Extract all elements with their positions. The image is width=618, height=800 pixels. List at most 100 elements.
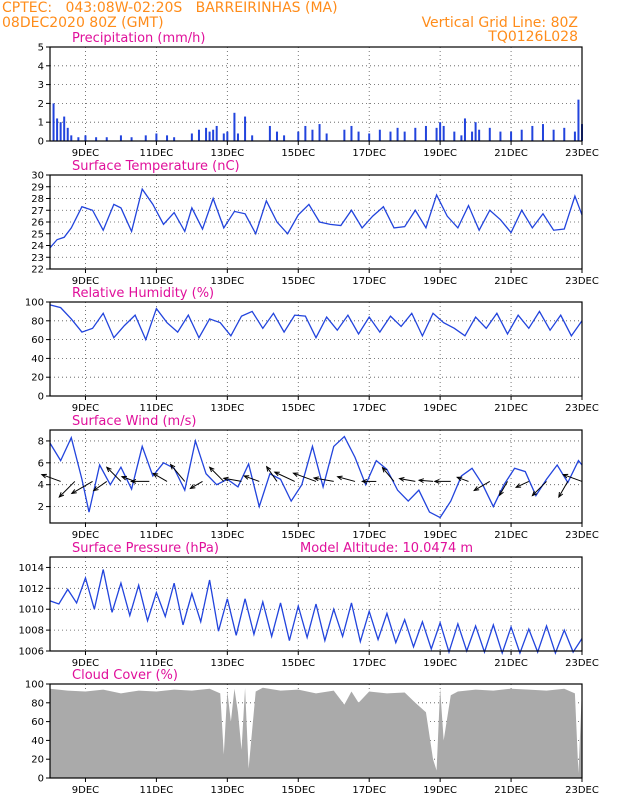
wind-vector: [223, 477, 242, 482]
precip-ytick-label: 1: [38, 118, 44, 129]
precip-bar: [63, 116, 66, 141]
precip-bar: [222, 133, 225, 141]
wind-vector: [473, 480, 491, 491]
wind-vector: [266, 466, 278, 482]
cloud-title: Cloud Cover (%): [72, 668, 178, 683]
wind-vector: [457, 476, 469, 482]
cloud-ytick-label: 100: [25, 680, 44, 691]
temp-ytick-label: 29: [31, 182, 44, 193]
precip-title: Precipitation (mm/h): [72, 31, 205, 46]
rh-ytick-label: 60: [31, 335, 44, 346]
wind-vector-head: [208, 466, 215, 473]
pressure-ytick-label: 1014: [19, 563, 44, 574]
precip-bar: [105, 137, 108, 141]
precip-ytick-label: 5: [38, 43, 44, 54]
rh-xtick-label: 9DEC: [72, 403, 99, 414]
wind-vector-head: [456, 476, 463, 482]
pressure-annotation: Model Altitude: 10.0474 m: [300, 541, 473, 556]
cloud-ytick-label: 40: [31, 736, 44, 747]
rh-xtick-label: 15DEC: [281, 403, 315, 414]
rh-xtick-label: 17DEC: [352, 403, 386, 414]
wind-xtick-label: 15DEC: [281, 530, 315, 541]
precip-ytick-label: 4: [38, 61, 44, 72]
precip-bar: [368, 133, 371, 141]
precip-bar: [205, 127, 208, 141]
wind-vector: [58, 481, 76, 498]
precip-bar: [357, 131, 360, 141]
precip-bar: [244, 116, 247, 141]
wind-vector: [419, 479, 434, 482]
precip-ytick-label: 2: [38, 99, 44, 110]
precip-bar: [166, 135, 169, 141]
cloud-xtick-label: 21DEC: [494, 785, 528, 796]
temp-ytick-label: 27: [31, 206, 44, 217]
wind-vector: [244, 475, 260, 482]
rh-xtick-label: 21DEC: [494, 403, 528, 414]
wind-vector-head: [243, 475, 250, 480]
precip-bar: [439, 122, 442, 141]
precip-bar: [325, 133, 328, 141]
wind-vector: [399, 478, 416, 482]
precip-bar: [343, 129, 346, 141]
wind-vector-head: [398, 477, 405, 482]
precip-bar: [155, 133, 158, 141]
wind-vector: [274, 471, 295, 482]
wind-xtick-label: 17DEC: [352, 530, 386, 541]
precip-bar: [414, 127, 417, 141]
precip-xtick-label: 23DEC: [565, 148, 599, 159]
cloud-xtick-label: 15DEC: [281, 785, 315, 796]
temp-ytick-label: 26: [31, 218, 44, 229]
precip-bar: [552, 129, 555, 141]
temp-ytick-label: 28: [31, 194, 44, 205]
precip-xtick-label: 21DEC: [494, 148, 528, 159]
wind-vector-head: [40, 473, 47, 479]
panel-rh: Relative Humidity (%) 0 20 40 60 80 100 9DEC 11D…: [25, 286, 599, 414]
wind-frame: [49, 429, 583, 524]
precip-frame: [49, 46, 583, 142]
wind-vector-head: [473, 486, 480, 492]
header-grid-line: Vertical Grid Line: 80Z: [422, 15, 578, 31]
precip-bar: [577, 99, 580, 141]
wind-xtick-label: 21DEC: [494, 530, 528, 541]
wind-xtick-label: 9DEC: [72, 530, 99, 541]
rh-frame: [49, 301, 583, 397]
precip-bar: [403, 131, 406, 141]
wind-vector-head: [514, 483, 522, 488]
wind-vector: [532, 481, 547, 496]
cloud-ytick-label: 80: [31, 698, 44, 709]
precip-bar: [520, 129, 523, 141]
precip-bar: [488, 127, 491, 141]
precip-bar: [215, 125, 218, 141]
wind-vector: [93, 481, 108, 492]
precip-bar: [463, 118, 466, 141]
wind-vector: [209, 466, 225, 482]
temp-series-line: [49, 187, 583, 249]
cloud-xtick-label: 11DEC: [140, 785, 174, 796]
header-date: 08DEC2020 80Z (GMT): [2, 15, 164, 31]
panel-pressure: Surface Pressure (hPa) Model Altitude: 10…: [19, 541, 599, 669]
precip-xtick-label: 17DEC: [352, 148, 386, 159]
wind-vector-head: [169, 463, 176, 470]
wind-vector: [563, 474, 583, 482]
pressure-xtick-label: 9DEC: [72, 658, 99, 669]
precip-bar: [478, 129, 481, 141]
pressure-series-line: [49, 569, 583, 656]
precip-bar: [435, 127, 438, 141]
temp-xtick-label: 11DEC: [140, 276, 174, 287]
precip-bar: [510, 131, 513, 141]
precip-bar: [130, 137, 133, 141]
panel-temp: Surface Temperature (nC) 2223242526272829…: [31, 159, 599, 287]
temp-xtick-label: 19DEC: [423, 276, 457, 287]
wind-vector-head: [417, 478, 425, 483]
wind-vector-head: [120, 475, 127, 481]
wind-vector-head: [130, 479, 137, 484]
pressure-frame: [49, 556, 583, 652]
precip-bar: [442, 125, 445, 141]
wind-xtick-label: 11DEC: [140, 530, 174, 541]
pressure-xtick-label: 21DEC: [494, 658, 528, 669]
precip-bar: [233, 112, 236, 141]
wind-vector: [170, 464, 186, 482]
temp-ytick-label: 22: [31, 265, 44, 276]
temp-title: Surface Temperature (nC): [72, 159, 240, 174]
